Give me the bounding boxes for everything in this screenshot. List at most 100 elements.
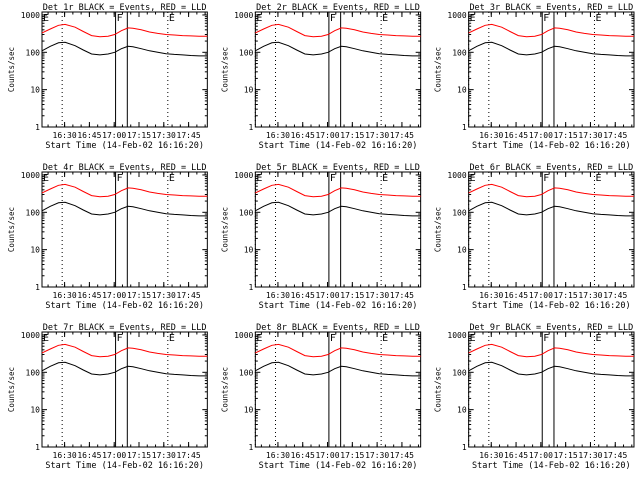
x-tick-label: 17:00 [529, 451, 553, 460]
y-tick-label: 10 [30, 246, 40, 255]
marker-label: F [543, 333, 549, 344]
series-lld-line [255, 343, 421, 358]
y-tick-label: 10 [30, 86, 40, 95]
plot-frame [468, 331, 635, 448]
panel-title: Det 6r BLACK = Events, RED = LLD [469, 163, 633, 173]
x-tick-label: 16:45 [291, 131, 315, 140]
y-tick-label: 1 [462, 283, 467, 292]
x-tick-label: 16:45 [77, 451, 101, 460]
y-tick-label: 100 [239, 48, 254, 57]
plot-frame [254, 171, 422, 288]
y-tick-label: 1000 [234, 171, 253, 180]
marker-label: E [382, 333, 388, 344]
series-lld-line [468, 23, 634, 38]
y-tick-label: 100 [452, 368, 467, 377]
y-tick-label: 1 [249, 283, 254, 292]
y-tick-label: 1000 [21, 331, 40, 340]
panel-7: Det 7r BLACK = Events, RED = LLD 1 10 100 10… [7, 323, 208, 471]
x-tick-label: 17:45 [177, 451, 201, 460]
y-tick-label: 100 [26, 368, 41, 377]
x-tick-label: 16:30 [266, 291, 290, 300]
plot-frame [468, 11, 635, 128]
panel-title: Det 9r BLACK = Events, RED = LLD [469, 323, 633, 333]
series-lld-line [468, 343, 634, 358]
series-lld-line [468, 183, 634, 198]
y-axis-label: Counts/sec [220, 367, 229, 412]
series-events-line [41, 361, 208, 377]
y-tick-label: 10 [457, 86, 467, 95]
y-tick-label: 10 [457, 246, 467, 255]
x-tick-label: 17:00 [529, 291, 553, 300]
x-tick-label: 16:30 [53, 451, 77, 460]
marker-label: E [256, 173, 262, 184]
x-tick-label: 17:15 [127, 451, 151, 460]
x-tick-label: 17:30 [152, 451, 176, 460]
series-events-line [255, 41, 421, 57]
y-tick-label: 1000 [234, 331, 253, 340]
marker-label: E [470, 173, 476, 184]
x-tick-label: 16:30 [479, 131, 503, 140]
y-tick-label: 1 [249, 123, 254, 132]
marker-label: F [117, 13, 123, 24]
marker-label: F [543, 13, 549, 24]
x-tick-label: 17:30 [365, 291, 389, 300]
series-events-line [468, 361, 634, 377]
x-tick-label: 17:15 [127, 291, 151, 300]
y-axis-label: Counts/sec [7, 367, 16, 412]
x-tick-label: 17:30 [365, 451, 389, 460]
x-tick-label: 17:30 [152, 131, 176, 140]
plot-frame [41, 171, 208, 288]
marker-label: E [169, 13, 175, 24]
x-tick-label: 17:00 [315, 451, 339, 460]
marker-label: E [595, 13, 601, 24]
panel-title: Det 1r BLACK = Events, RED = LLD [43, 3, 207, 13]
x-tick-label: 17:30 [365, 131, 389, 140]
marker-label: F [330, 13, 336, 24]
y-tick-label: 1 [35, 123, 40, 132]
x-tick-label: 16:30 [479, 451, 503, 460]
panel-8: Det 8r BLACK = Events, RED = LLD 1 10 100 10… [220, 323, 422, 471]
y-tick-label: 100 [452, 48, 467, 57]
y-tick-label: 1 [35, 443, 40, 452]
panel-title: Det 7r BLACK = Events, RED = LLD [43, 323, 207, 333]
series-lld-line [41, 183, 208, 198]
marker-label: E [595, 333, 601, 344]
x-axis-label: Start Time (14-Feb-02 16:16:20) [45, 141, 204, 151]
y-axis-label: Counts/sec [434, 47, 443, 92]
series-events-line [255, 361, 421, 377]
plot-frame [41, 331, 208, 448]
x-axis-label: Start Time (14-Feb-02 16:16:20) [472, 461, 631, 471]
marker-label: E [470, 333, 476, 344]
plot-frame [254, 331, 422, 448]
y-tick-label: 1000 [21, 171, 40, 180]
x-tick-label: 17:45 [390, 451, 414, 460]
y-tick-label: 10 [244, 406, 254, 415]
x-tick-label: 17:00 [102, 291, 126, 300]
x-axis-label: Start Time (14-Feb-02 16:16:20) [45, 461, 204, 471]
series-events-line [41, 41, 208, 57]
panel-2: Det 2r BLACK = Events, RED = LLD 1 10 100 10… [220, 3, 422, 151]
x-tick-label: 17:30 [152, 291, 176, 300]
x-tick-label: 17:45 [390, 291, 414, 300]
y-axis-label: Counts/sec [220, 47, 229, 92]
x-axis-label: Start Time (14-Feb-02 16:16:20) [259, 461, 418, 471]
plot-frame [468, 171, 635, 288]
series-lld-line [41, 23, 208, 38]
x-tick-label: 17:45 [390, 131, 414, 140]
panel-6: Det 6r BLACK = Events, RED = LLD 1 10 100 10… [434, 163, 635, 311]
x-tick-label: 16:30 [53, 291, 77, 300]
marker-label: E [595, 173, 601, 184]
marker-label: E [256, 13, 262, 24]
x-tick-label: 17:00 [529, 131, 553, 140]
marker-label: F [117, 333, 123, 344]
y-tick-label: 10 [457, 406, 467, 415]
x-tick-label: 17:30 [578, 131, 602, 140]
x-tick-label: 16:30 [266, 131, 290, 140]
x-tick-label: 17:15 [340, 131, 364, 140]
panel-title: Det 2r BLACK = Events, RED = LLD [256, 3, 420, 13]
y-tick-label: 1 [462, 123, 467, 132]
y-axis-label: Counts/sec [7, 207, 16, 252]
y-tick-label: 1000 [447, 171, 466, 180]
x-tick-label: 16:45 [77, 131, 101, 140]
marker-label: F [330, 173, 336, 184]
